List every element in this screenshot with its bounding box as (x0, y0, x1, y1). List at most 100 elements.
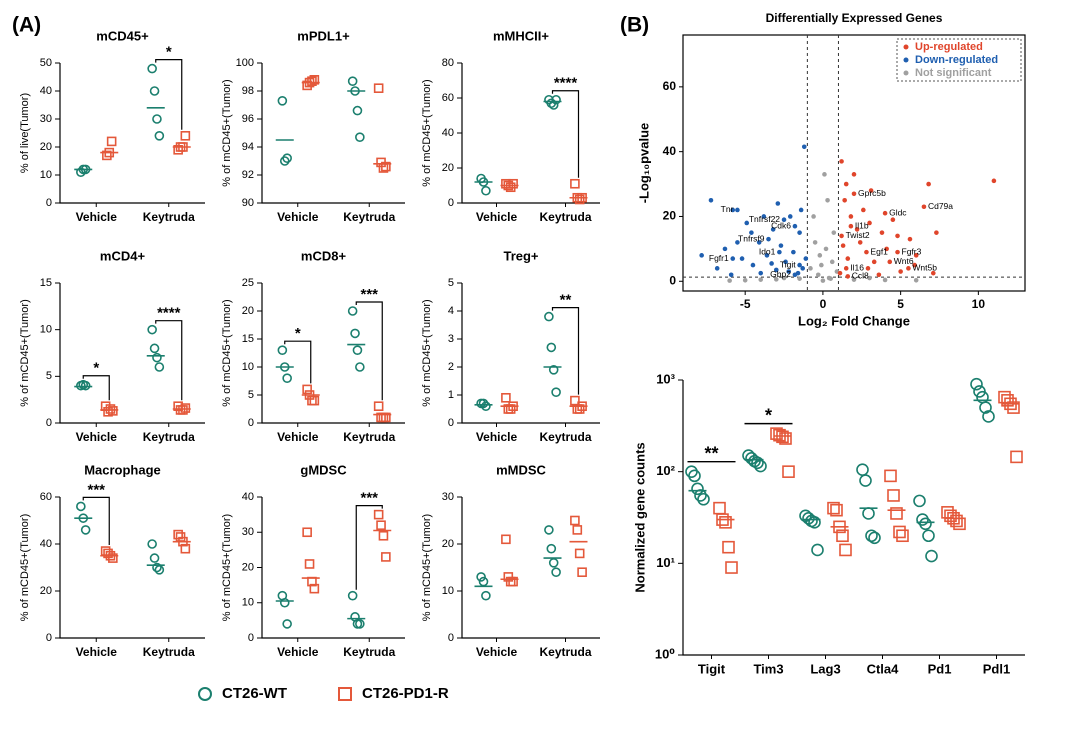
data-point (476, 572, 486, 582)
data-point (808, 516, 821, 529)
gene-point (839, 233, 844, 239)
gene-point (714, 266, 720, 271)
y-axis-label: % of mCD45+(Tumor) (421, 514, 433, 621)
y-axis-label: % of mCD45+(Tumor) (19, 299, 31, 406)
data-point (508, 576, 518, 587)
plot-frame (682, 34, 1026, 292)
data-point (355, 132, 365, 142)
data-point (106, 136, 117, 147)
data-point (180, 403, 191, 413)
gene-point (787, 214, 793, 219)
y-tick-label: 10³ (656, 371, 675, 386)
data-point (302, 384, 312, 395)
gene-point (845, 274, 851, 279)
gene-point (800, 266, 805, 271)
x-tick-label: Vehicle (476, 430, 518, 444)
data-point (80, 525, 91, 535)
data-point (481, 401, 491, 412)
gene-label: Twist2 (846, 230, 870, 240)
data-point (950, 514, 963, 528)
gene-label: Tnr (721, 204, 734, 214)
data-point (544, 525, 554, 535)
gene-point (727, 278, 732, 283)
gene-point (773, 267, 779, 273)
x-tick-label: Vehicle (76, 645, 118, 659)
x-tick-label: Keytruda (539, 210, 591, 224)
data-point (347, 590, 358, 601)
gene-point (851, 172, 857, 177)
y-tick-label: 0 (46, 197, 52, 209)
y-axis-label: % of mCD45+(Tumor) (221, 514, 233, 621)
gene-point (811, 214, 816, 219)
x-tick-label: Keytruda (539, 430, 591, 444)
gene-point (887, 259, 893, 265)
y-tick-label: 4 (448, 305, 454, 317)
y-tick-label: 20 (40, 141, 52, 153)
gene-point (801, 144, 807, 150)
gene-point (761, 214, 767, 219)
gene-label: Gldc (889, 207, 907, 217)
y-tick-label: 2 (448, 361, 454, 373)
data-point (147, 63, 157, 74)
y-tick-label: 96 (242, 113, 254, 125)
legend-marker (903, 57, 909, 63)
data-point (970, 377, 983, 391)
gene-point (822, 172, 827, 177)
data-point (913, 494, 926, 508)
gene-point (815, 272, 821, 278)
gene-point (758, 277, 764, 282)
gene-point (792, 223, 798, 229)
x-tick-label: 5 (897, 297, 904, 311)
y-tick-label: 10 (40, 169, 52, 181)
significance-bracket (155, 59, 183, 130)
legend-marker (903, 44, 909, 50)
panel-label: (A) (12, 14, 41, 37)
data-point (776, 430, 789, 444)
gene-point (828, 276, 833, 281)
gene-point (769, 261, 774, 266)
data-point (478, 398, 489, 409)
y-tick-label: 0 (248, 417, 254, 429)
legend-marker (903, 70, 909, 76)
data-point (149, 343, 160, 354)
data-point (108, 553, 118, 563)
gene-label: Wnt5b (912, 263, 937, 273)
gene-point (876, 272, 882, 278)
x-tick-label: Keytruda (343, 210, 395, 224)
y-tick-label: 0 (46, 632, 52, 644)
y-tick-label: 20 (242, 561, 254, 573)
x-tick-label: Ctla4 (867, 661, 900, 676)
gene-point (817, 253, 823, 258)
gene-label: Fgfr3 (902, 246, 922, 256)
significance-bracket (82, 375, 110, 401)
data-point (481, 590, 491, 601)
gene-point (786, 269, 792, 274)
gene-point (735, 240, 740, 245)
gene-point (867, 220, 872, 226)
data-point (922, 529, 935, 543)
gene-point (906, 266, 911, 271)
axis (59, 283, 205, 424)
legend-marker (198, 687, 212, 701)
gene-point (808, 266, 813, 271)
gene-label: Il1b (855, 220, 869, 230)
gene-point (851, 277, 857, 282)
x-tick-label: Pdl1 (983, 661, 1010, 676)
gene-point (829, 259, 835, 265)
gene-point (764, 253, 770, 258)
y-tick-label: 10¹ (656, 555, 675, 570)
x-tick-label: Lag3 (810, 661, 840, 676)
gene-label: Gprc5b (858, 188, 886, 198)
gene-point (812, 240, 818, 245)
axis (261, 283, 405, 424)
gene-point (934, 230, 939, 235)
x-tick-label: 0 (820, 297, 827, 311)
data-point (839, 543, 852, 557)
data-point (827, 501, 840, 515)
subplot-title: mCD8+ (301, 248, 347, 263)
y-axis-label: % of mCD45+(Tumor) (421, 299, 433, 406)
gene-point (758, 270, 764, 276)
x-tick-label: Vehicle (476, 645, 518, 659)
gene-point (890, 217, 896, 223)
